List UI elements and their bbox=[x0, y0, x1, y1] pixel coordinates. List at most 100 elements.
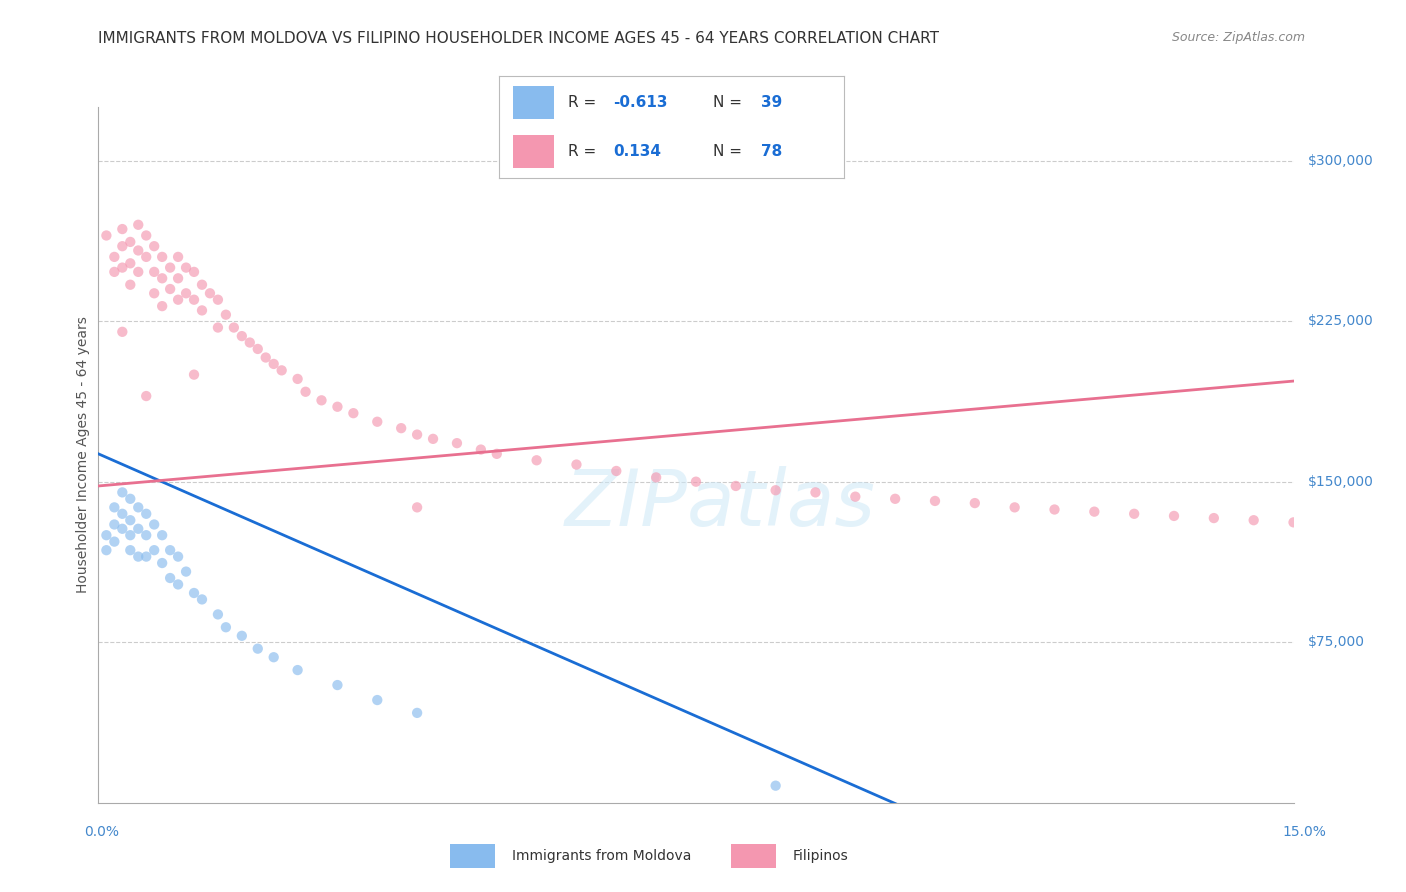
Point bbox=[366, 415, 388, 429]
Point bbox=[103, 517, 125, 532]
Point bbox=[246, 342, 269, 356]
Point bbox=[135, 250, 157, 264]
Point bbox=[167, 549, 190, 564]
Point bbox=[143, 239, 166, 253]
Point bbox=[159, 282, 181, 296]
Point bbox=[167, 271, 190, 285]
Point bbox=[111, 507, 134, 521]
Point bbox=[1282, 516, 1305, 530]
Point bbox=[174, 260, 197, 275]
Text: ZIPatlas: ZIPatlas bbox=[564, 466, 876, 541]
Point bbox=[215, 308, 238, 322]
Point bbox=[167, 293, 190, 307]
Point bbox=[191, 592, 214, 607]
Point bbox=[422, 432, 444, 446]
Point bbox=[1243, 513, 1265, 527]
Point bbox=[103, 265, 125, 279]
Point bbox=[120, 513, 142, 527]
Text: $75,000: $75,000 bbox=[1308, 635, 1364, 649]
Point bbox=[366, 693, 388, 707]
Text: R =: R = bbox=[568, 145, 602, 160]
Point bbox=[96, 543, 118, 558]
Point bbox=[246, 641, 269, 656]
Text: 39: 39 bbox=[761, 95, 782, 110]
Point bbox=[222, 320, 245, 334]
Point bbox=[844, 490, 866, 504]
Point bbox=[111, 485, 134, 500]
Point bbox=[159, 543, 181, 558]
Point bbox=[150, 299, 173, 313]
Point bbox=[389, 421, 412, 435]
Text: $150,000: $150,000 bbox=[1308, 475, 1374, 489]
Point bbox=[342, 406, 364, 420]
Point bbox=[207, 320, 229, 334]
Point bbox=[765, 483, 787, 498]
Text: 78: 78 bbox=[761, 145, 782, 160]
Point bbox=[765, 779, 787, 793]
Point bbox=[120, 543, 142, 558]
Point bbox=[485, 447, 508, 461]
Point bbox=[231, 329, 253, 343]
Text: 0.0%: 0.0% bbox=[84, 825, 118, 839]
Point bbox=[191, 303, 214, 318]
Point bbox=[406, 706, 429, 720]
Point bbox=[231, 629, 253, 643]
Point bbox=[526, 453, 548, 467]
Point bbox=[135, 549, 157, 564]
Point bbox=[183, 368, 205, 382]
Point bbox=[167, 250, 190, 264]
Point bbox=[127, 244, 149, 258]
Point bbox=[645, 470, 668, 484]
Point bbox=[924, 494, 946, 508]
Point bbox=[150, 271, 173, 285]
Text: $225,000: $225,000 bbox=[1308, 314, 1374, 328]
Point bbox=[111, 522, 134, 536]
Point bbox=[111, 222, 134, 236]
Point bbox=[143, 265, 166, 279]
Text: Immigrants from Moldova: Immigrants from Moldova bbox=[512, 849, 692, 863]
Point bbox=[1163, 508, 1185, 523]
Point bbox=[150, 556, 173, 570]
Text: N =: N = bbox=[713, 145, 747, 160]
Point bbox=[120, 491, 142, 506]
Point bbox=[96, 228, 118, 243]
Bar bbox=[513, 136, 554, 168]
Point bbox=[406, 427, 429, 442]
Point bbox=[287, 372, 309, 386]
Point bbox=[1083, 505, 1105, 519]
Y-axis label: Householder Income Ages 45 - 64 years: Householder Income Ages 45 - 64 years bbox=[76, 317, 90, 593]
Text: 15.0%: 15.0% bbox=[1282, 825, 1327, 839]
Point bbox=[183, 265, 205, 279]
Point bbox=[103, 500, 125, 515]
Point bbox=[150, 250, 173, 264]
Point bbox=[159, 260, 181, 275]
Point bbox=[120, 256, 142, 270]
Point bbox=[135, 228, 157, 243]
Point bbox=[1004, 500, 1026, 515]
Point bbox=[215, 620, 238, 634]
Text: Filipinos: Filipinos bbox=[793, 849, 849, 863]
Point bbox=[120, 277, 142, 292]
Text: $300,000: $300,000 bbox=[1308, 153, 1374, 168]
Point bbox=[311, 393, 333, 408]
Point bbox=[724, 479, 747, 493]
Bar bbox=[450, 844, 495, 868]
Point bbox=[120, 235, 142, 249]
Point bbox=[150, 528, 173, 542]
Point bbox=[135, 507, 157, 521]
Text: N =: N = bbox=[713, 95, 747, 110]
Point bbox=[406, 500, 429, 515]
Point bbox=[127, 500, 149, 515]
Point bbox=[143, 517, 166, 532]
Point bbox=[884, 491, 907, 506]
Text: Source: ZipAtlas.com: Source: ZipAtlas.com bbox=[1171, 31, 1305, 45]
Point bbox=[127, 218, 149, 232]
Text: 0.134: 0.134 bbox=[613, 145, 661, 160]
Point bbox=[963, 496, 986, 510]
Point bbox=[207, 607, 229, 622]
Bar bbox=[731, 844, 776, 868]
Point bbox=[120, 528, 142, 542]
Point bbox=[135, 528, 157, 542]
Point bbox=[254, 351, 277, 365]
Point bbox=[1123, 507, 1146, 521]
